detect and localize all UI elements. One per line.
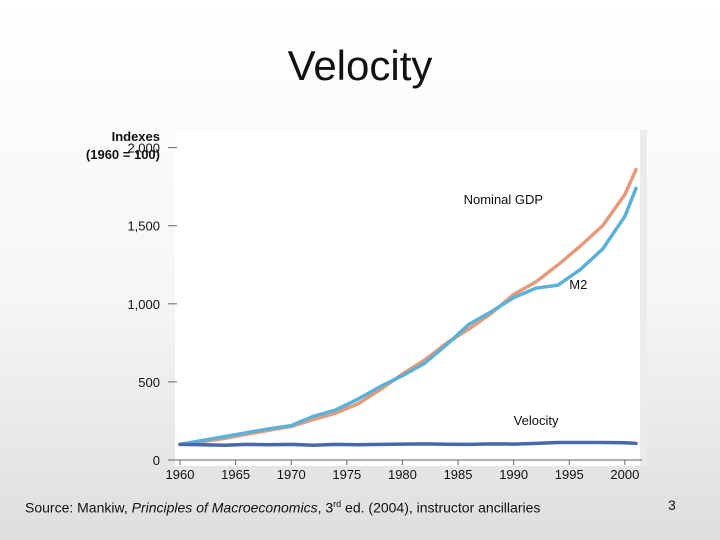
y-axis-title-line1: Indexes <box>112 129 160 144</box>
chart-axes: 0 500 1,000 1,500 2,000 1960 1965 1970 1975 1980 1… <box>127 141 642 482</box>
velocity-chart: Indexes (1960 = 100) 0 500 1,000 1,500 2,000… <box>60 120 660 490</box>
x-tick-label: 1990 <box>499 467 528 482</box>
y-axis-title-line2: (1960 = 100) <box>86 147 160 162</box>
velocity-label: Velocity <box>514 413 559 428</box>
chart-series <box>178 167 638 447</box>
velocity-line <box>178 440 638 447</box>
y-tick-label: 0 <box>153 453 160 468</box>
y-tick-label: 500 <box>138 375 160 390</box>
x-tick-label: 1970 <box>277 467 306 482</box>
m2-line <box>178 186 638 447</box>
y-tick-label: 1,500 <box>127 219 160 234</box>
nominal-gdp-label: Nominal GDP <box>464 192 543 207</box>
source-prefix: Source: Mankiw, <box>25 499 132 516</box>
x-tick-label: 1985 <box>444 467 473 482</box>
y-tick-label: 2,000 <box>127 141 160 156</box>
x-tick-label: 1995 <box>555 467 584 482</box>
x-tick-label: 1965 <box>221 467 250 482</box>
x-tick-label: 2000 <box>610 467 639 482</box>
source-book-title: Principles of Macroeconomics <box>131 499 318 516</box>
x-tick-label: 1960 <box>166 467 195 482</box>
source-edition-number: , 3 <box>317 499 334 516</box>
y-tick-label: 1,000 <box>127 297 160 312</box>
x-tick-label: 1980 <box>388 467 417 482</box>
slide-title: Velocity <box>287 42 433 89</box>
plot-background <box>175 130 647 466</box>
plot-right-shadow <box>640 130 647 466</box>
chart-canvas: Indexes (1960 = 100) 0 500 1,000 1,500 2,000… <box>86 129 647 482</box>
x-tick-label: 1975 <box>332 467 361 482</box>
series-labels: Nominal GDP M2 Velocity <box>464 192 588 428</box>
source-suffix: ed. (2004), instructor ancillaries <box>341 499 541 516</box>
m2-label: M2 <box>569 277 587 292</box>
source-citation: Source: Mankiw, Principles of Macroecono… <box>25 499 540 516</box>
source-edition-suffix: rd <box>333 499 342 509</box>
slide-number: 3 <box>668 497 676 513</box>
